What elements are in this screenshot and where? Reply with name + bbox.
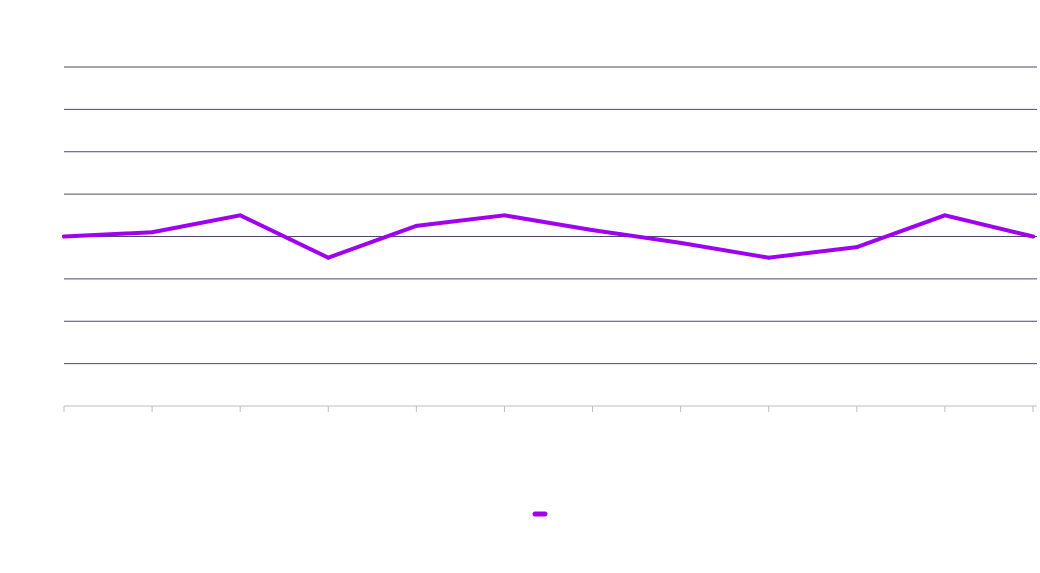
data-point-0-7 xyxy=(678,240,683,245)
gridlines xyxy=(64,66,1037,365)
data-point-0-1 xyxy=(150,230,155,235)
series-line-0 xyxy=(62,213,1035,260)
data-point-0-10 xyxy=(942,213,947,218)
x-axis xyxy=(63,405,1037,412)
data-point-0-8 xyxy=(766,255,771,260)
data-point-0-6 xyxy=(590,228,595,233)
data-point-0-3 xyxy=(326,255,331,260)
data-point-0-9 xyxy=(854,245,859,250)
data-point-0-0 xyxy=(62,234,66,239)
data-point-0-11 xyxy=(1031,234,1035,239)
data-point-0-4 xyxy=(414,223,419,228)
data-point-0-2 xyxy=(238,213,243,218)
data-point-0-5 xyxy=(502,213,507,218)
series-group xyxy=(62,213,1035,260)
